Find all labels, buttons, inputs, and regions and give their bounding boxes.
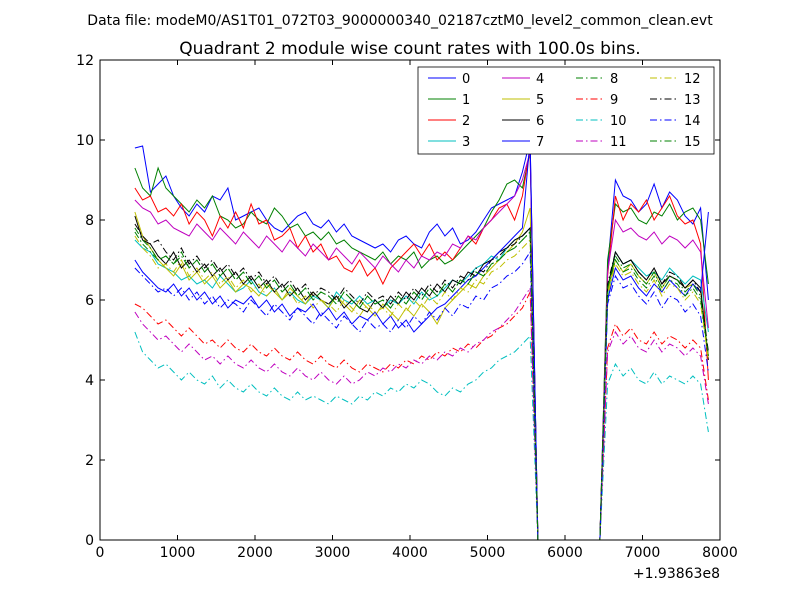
x-tick-label: 2000 [237,545,273,561]
legend-label-9: 9 [610,93,618,108]
legend-label-8: 8 [610,72,618,87]
series-line-0 [134,139,709,541]
x-offset-label: +1.93863e8 [633,566,720,582]
x-tick-label: 0 [96,545,105,561]
series-line-9 [134,291,709,541]
chart-title: Quadrant 2 module wise count rates with … [179,39,640,59]
legend-label-15: 15 [684,135,701,150]
series-line-13 [134,223,709,541]
legend-label-2: 2 [462,114,470,129]
y-tick-label: 2 [85,453,94,469]
legend-label-10: 10 [610,114,627,129]
legend-label-4: 4 [536,72,544,87]
series-line-12 [134,235,709,541]
series-line-2 [134,147,709,541]
series-line-14 [134,250,709,541]
legend-label-3: 3 [462,135,470,150]
series-line-7 [134,139,709,541]
y-tick-label: 8 [85,213,94,229]
series-line-4 [134,151,709,541]
y-tick-label: 10 [76,133,94,149]
legend-label-5: 5 [536,93,544,108]
x-axis-ticks: 0 1000 2000 3000 4000 5000 6000 7000 8000 [96,60,738,561]
series-lines [134,139,709,541]
series-line-15 [134,230,709,541]
legend-label-11: 11 [610,135,627,150]
x-tick-label: 4000 [392,545,428,561]
x-tick-label: 3000 [315,545,351,561]
series-line-8 [134,227,709,541]
series-line-1 [134,151,709,541]
y-tick-label: 12 [76,53,94,69]
x-tick-label: 1000 [160,545,196,561]
x-tick-label: 8000 [702,545,738,561]
series-line-11 [134,286,709,541]
x-tick-label: 5000 [470,545,506,561]
series-line-10 [134,331,709,541]
y-tick-label: 6 [85,293,94,309]
legend-label-12: 12 [684,72,701,87]
data-file-label: Data file: modeM0/AS1T01_072T03_90000003… [87,13,713,29]
x-tick-label: 6000 [547,545,583,561]
legend-label-13: 13 [684,93,701,108]
y-tick-label: 4 [85,373,94,389]
legend-label-1: 1 [462,93,470,108]
legend-label-0: 0 [462,72,470,87]
series-line-6 [134,215,709,541]
legend-frame [417,66,715,155]
legend-label-7: 7 [536,135,544,150]
legend-label-6: 6 [536,114,544,129]
y-tick-label: 0 [85,533,94,549]
legend-label-14: 14 [684,114,701,129]
x-tick-label: 7000 [625,545,661,561]
